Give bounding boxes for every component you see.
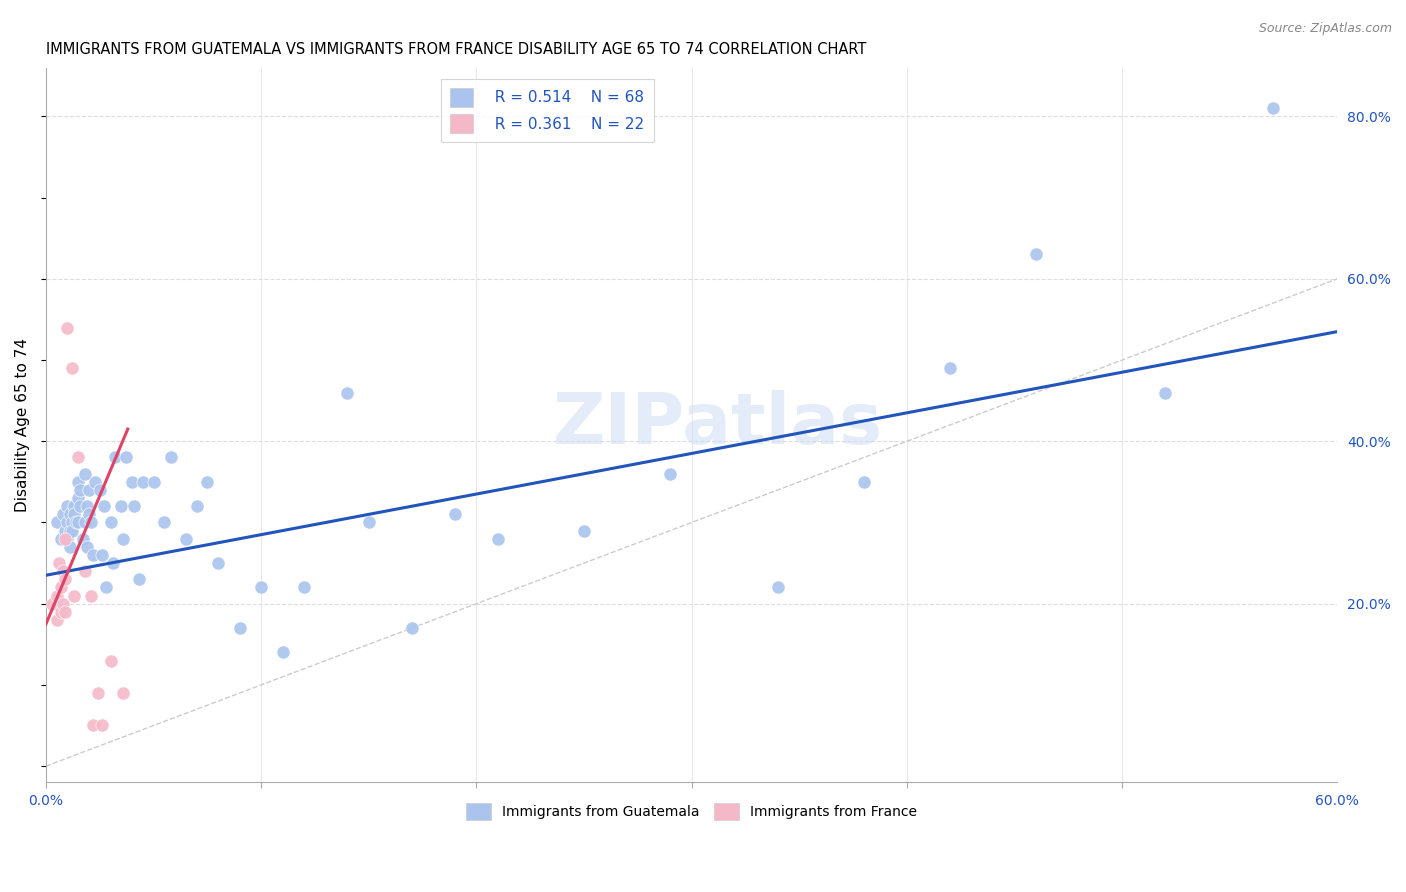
- Point: [48, 556, 70, 570]
- Text: Source: ZipAtlas.com: Source: ZipAtlas.com: [1258, 22, 1392, 36]
- Point: [69, 483, 91, 497]
- Point: [90, 718, 112, 732]
- Point: [56, 516, 79, 530]
- Point: [153, 516, 176, 530]
- Point: [67, 516, 90, 530]
- Point: [659, 467, 682, 481]
- Point: [852, 475, 875, 489]
- Text: 0.0%: 0.0%: [28, 794, 63, 808]
- Point: [101, 556, 124, 570]
- Point: [45, 589, 67, 603]
- Point: [59, 540, 82, 554]
- Point: [52, 597, 75, 611]
- Point: [100, 516, 122, 530]
- Point: [49, 532, 72, 546]
- Point: [60, 361, 83, 376]
- Point: [65, 516, 87, 530]
- Point: [110, 500, 132, 514]
- Point: [52, 508, 75, 522]
- Point: [174, 532, 197, 546]
- Point: [1261, 101, 1284, 115]
- Text: ZIPatlas: ZIPatlas: [553, 391, 883, 459]
- Point: [69, 500, 91, 514]
- Point: [112, 532, 135, 546]
- Point: [444, 508, 467, 522]
- Point: [67, 450, 90, 465]
- Point: [60, 524, 83, 538]
- Point: [271, 645, 294, 659]
- Point: [63, 508, 86, 522]
- Point: [41, 597, 63, 611]
- Point: [76, 500, 98, 514]
- Point: [53, 532, 76, 546]
- Point: [63, 500, 86, 514]
- Point: [45, 613, 67, 627]
- Point: [82, 548, 104, 562]
- Point: [121, 475, 143, 489]
- Point: [73, 564, 96, 578]
- Point: [77, 508, 100, 522]
- Point: [766, 581, 789, 595]
- Point: [228, 621, 250, 635]
- Point: [186, 500, 208, 514]
- Point: [73, 516, 96, 530]
- Point: [60, 516, 83, 530]
- Point: [572, 524, 595, 538]
- Point: [56, 532, 79, 546]
- Point: [401, 621, 423, 635]
- Point: [67, 475, 90, 489]
- Point: [112, 686, 135, 700]
- Legend: Immigrants from Guatemala, Immigrants from France: Immigrants from Guatemala, Immigrants fr…: [461, 797, 922, 825]
- Point: [77, 483, 100, 497]
- Point: [122, 500, 145, 514]
- Point: [292, 581, 315, 595]
- Point: [104, 450, 127, 465]
- Point: [84, 475, 107, 489]
- Y-axis label: Disability Age 65 to 74: Disability Age 65 to 74: [15, 338, 30, 512]
- Text: IMMIGRANTS FROM GUATEMALA VS IMMIGRANTS FROM FRANCE DISABILITY AGE 65 TO 74 CORR: IMMIGRANTS FROM GUATEMALA VS IMMIGRANTS …: [46, 42, 866, 57]
- Point: [49, 581, 72, 595]
- Point: [142, 475, 165, 489]
- Point: [76, 540, 98, 554]
- Point: [159, 450, 181, 465]
- Point: [82, 718, 104, 732]
- Point: [197, 475, 219, 489]
- Point: [1025, 247, 1047, 261]
- Text: 60.0%: 60.0%: [1316, 794, 1360, 808]
- Point: [357, 516, 380, 530]
- Point: [45, 516, 67, 530]
- Point: [67, 491, 90, 505]
- Point: [250, 581, 273, 595]
- Point: [56, 500, 79, 514]
- Point: [132, 475, 155, 489]
- Point: [53, 572, 76, 586]
- Point: [86, 686, 108, 700]
- Point: [96, 581, 118, 595]
- Point: [336, 385, 359, 400]
- Point: [80, 589, 103, 603]
- Point: [939, 361, 962, 376]
- Point: [63, 589, 86, 603]
- Point: [52, 564, 75, 578]
- Point: [100, 653, 122, 667]
- Point: [49, 605, 72, 619]
- Point: [90, 548, 112, 562]
- Point: [93, 500, 115, 514]
- Point: [89, 483, 111, 497]
- Point: [53, 605, 76, 619]
- Point: [80, 516, 103, 530]
- Point: [56, 320, 79, 334]
- Point: [114, 450, 136, 465]
- Point: [53, 524, 76, 538]
- Point: [486, 532, 509, 546]
- Point: [128, 572, 150, 586]
- Point: [59, 524, 82, 538]
- Point: [207, 556, 229, 570]
- Point: [59, 508, 82, 522]
- Point: [73, 467, 96, 481]
- Point: [72, 532, 94, 546]
- Point: [1154, 385, 1177, 400]
